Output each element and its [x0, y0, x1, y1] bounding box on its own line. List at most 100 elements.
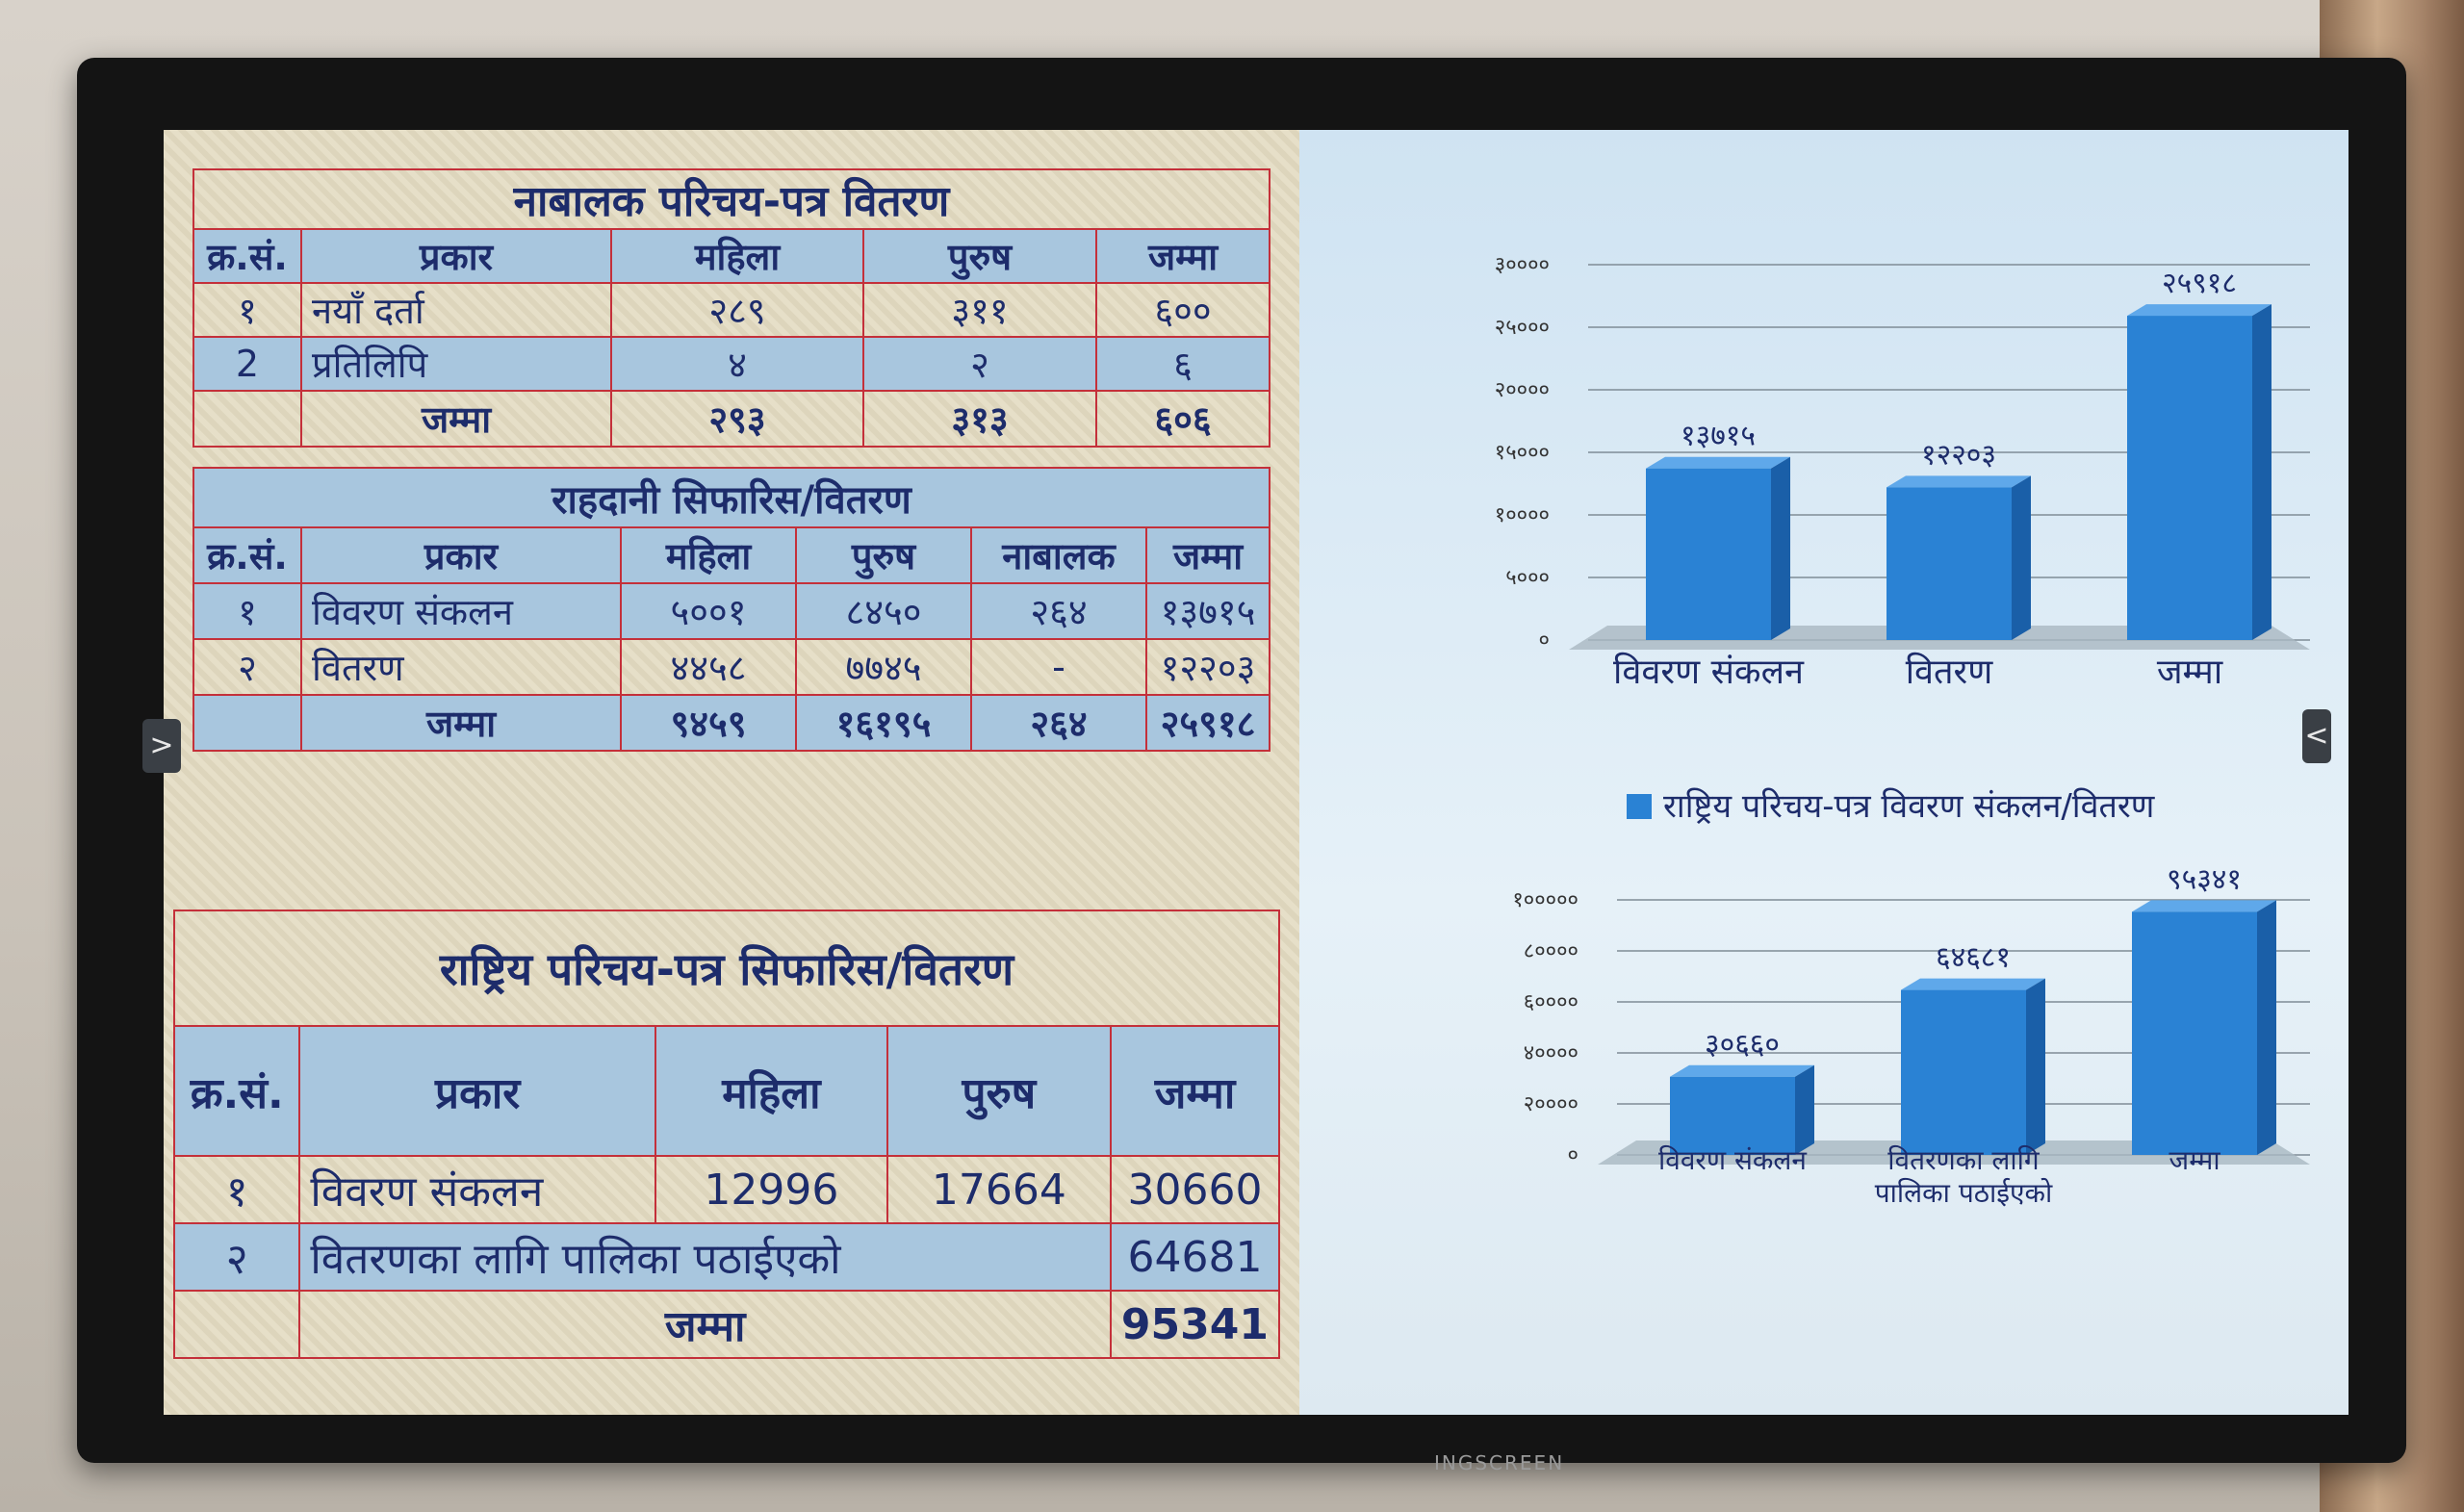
data-label: १३७१५	[1681, 420, 1756, 453]
bar-side	[2257, 900, 2276, 1155]
category-label: वितरण	[1906, 652, 1994, 692]
table-cell: ४	[610, 336, 864, 392]
table-row: १ विवरण संकलन ५००१ ८४५० २६४ १३७१५	[192, 582, 1270, 640]
table-cell: २	[172, 1222, 301, 1292]
table2-title: राहदानी सिफारिस/वितरण	[192, 467, 1270, 528]
category-label: जम्मा	[2157, 653, 2223, 692]
table-cell: ६००	[1095, 282, 1270, 338]
y-tick-label: २००००	[1495, 378, 1550, 402]
charts-svg: ० ५००० १०००० १५००० २०००० २५००० ३०००० १३७१५ विवरण…	[1495, 253, 2310, 1209]
table-cell: 12996	[654, 1155, 888, 1224]
table-cell: ९४५९	[620, 694, 797, 752]
table-cell: २९३	[610, 390, 864, 448]
y-tick-label: १०००००	[1512, 888, 1578, 912]
table-cell	[172, 1290, 301, 1359]
y-tick-label: ६००००	[1524, 990, 1578, 1014]
table-cell	[192, 694, 302, 752]
bar	[2127, 316, 2252, 640]
table-cell: ४४५८	[620, 638, 797, 696]
table-cell: २	[192, 638, 302, 696]
bar-side	[1771, 456, 1790, 640]
table1-header: पुरुष	[862, 228, 1097, 284]
tv-brand: INGSCREEN	[1434, 1451, 1565, 1474]
table-cell: नयाँ दर्ता	[300, 282, 612, 338]
y-tick-label: ०	[1568, 1143, 1578, 1167]
data-label: ९५३४१	[2167, 862, 2242, 896]
data-label: ३०६६०	[1705, 1028, 1780, 1062]
table-cell: २५९१८	[1145, 694, 1270, 752]
table-cell: २६४	[970, 694, 1147, 752]
data-label: १२२०३	[1921, 438, 1996, 472]
y-tick-label: १००००	[1495, 503, 1550, 527]
table-minor-id: नाबालक परिचय-पत्र वितरण क्र.सं. प्रकार म…	[192, 168, 1270, 448]
y-tick-label: ३००००	[1495, 253, 1550, 277]
bar	[1670, 1076, 1795, 1155]
bar-side	[2026, 978, 2045, 1155]
category-label: विवरण संकलन	[1658, 1144, 1807, 1176]
table-cell: 2	[192, 336, 302, 392]
table-row: १ विवरण संकलन 12996 17664 30660	[172, 1155, 1281, 1224]
bar-top	[1646, 456, 1790, 469]
table-cell: १	[172, 1155, 301, 1224]
table1-title: नाबालक परिचय-पत्र वितरण	[192, 168, 1270, 230]
table-cell: १३७१५	[1145, 582, 1270, 640]
legend-swatch	[1627, 794, 1652, 819]
table1-header: जम्मा	[1095, 228, 1270, 284]
table-cell: प्रतिलिपि	[300, 336, 612, 392]
next-slide-button[interactable]: <	[2302, 709, 2331, 763]
y-tick-label: १५०००	[1495, 441, 1550, 465]
bar-side	[2252, 304, 2272, 640]
prev-slide-button[interactable]: >	[142, 719, 181, 773]
table-cell: वितरण	[300, 638, 622, 696]
table-cell: जम्मा	[298, 1290, 1112, 1359]
table2-header: महिला	[620, 526, 797, 584]
table-cell: २८९	[610, 282, 864, 338]
y-tick-label: २००००	[1524, 1092, 1578, 1116]
bar-top	[1901, 978, 2045, 990]
bar-top	[2132, 900, 2276, 912]
y-tick-label: ०	[1539, 628, 1550, 653]
y-tick-label: ५०००	[1505, 566, 1550, 590]
table-total-row: जम्मा 95341	[172, 1290, 1281, 1359]
bar-top	[2127, 304, 2272, 317]
table2-header: जम्मा	[1145, 526, 1270, 584]
table2-header: नाबालक	[970, 526, 1147, 584]
table-total-row: जम्मा ९४५९ १६१९५ २६४ २५९१८	[192, 694, 1270, 752]
table-cell: ८४५०	[795, 582, 972, 640]
table-row: २ वितरण ४४५८ ७७४५ - १२२०३	[192, 638, 1270, 696]
table-cell: 30660	[1109, 1155, 1281, 1224]
table1-header: क्र.सं.	[192, 228, 302, 284]
table-row: २ वितरणका लागि पालिका पठाईएको 64681	[172, 1222, 1281, 1292]
bar-side	[2012, 475, 2031, 640]
data-label: २५९१८	[2162, 267, 2237, 300]
table-cell: २	[862, 336, 1097, 392]
table3-title: राष्ट्रिय परिचय-पत्र सिफारिस/वितरण	[173, 910, 1280, 1027]
table-cell: १	[192, 282, 302, 338]
table-cell: ७७४५	[795, 638, 972, 696]
bar	[2132, 911, 2257, 1155]
table3-header: जम्मा	[1109, 1025, 1281, 1157]
table-cell	[192, 390, 302, 448]
table-cell: १२२०३	[1145, 638, 1270, 696]
bar	[1886, 487, 2012, 640]
table2-header: पुरुष	[795, 526, 972, 584]
table-row: 2 प्रतिलिपि ४ २ ६	[192, 336, 1270, 392]
table-cell: १	[192, 582, 302, 640]
data-label: ६४६८१	[1936, 941, 2011, 975]
table-total-row: जम्मा २९३ ३१३ ६०६	[192, 390, 1270, 448]
bar	[1901, 989, 2026, 1155]
table-cell: ५००१	[620, 582, 797, 640]
table-row: १ नयाँ दर्ता २८९ ३११ ६००	[192, 282, 1270, 338]
table-cell: -	[970, 638, 1147, 696]
table-cell: जम्मा	[300, 390, 612, 448]
bar-top	[1670, 1064, 1814, 1077]
table-cell: 95341	[1109, 1290, 1281, 1359]
table-cell: २६४	[970, 582, 1147, 640]
table3-header: पुरुष	[886, 1025, 1112, 1157]
table-passport: राहदानी सिफारिस/वितरण क्र.सं. प्रकार महि…	[192, 467, 1270, 752]
tables-panel: नाबालक परिचय-पत्र वितरण क्र.सं. प्रकार म…	[164, 130, 1299, 1415]
y-tick-label: ४००००	[1524, 1041, 1578, 1065]
table-cell: वितरणका लागि पालिका पठाईएको	[298, 1222, 1112, 1292]
tv-screen: नाबालक परिचय-पत्र वितरण क्र.सं. प्रकार म…	[164, 130, 2348, 1415]
table-cell: ६०६	[1095, 390, 1270, 448]
